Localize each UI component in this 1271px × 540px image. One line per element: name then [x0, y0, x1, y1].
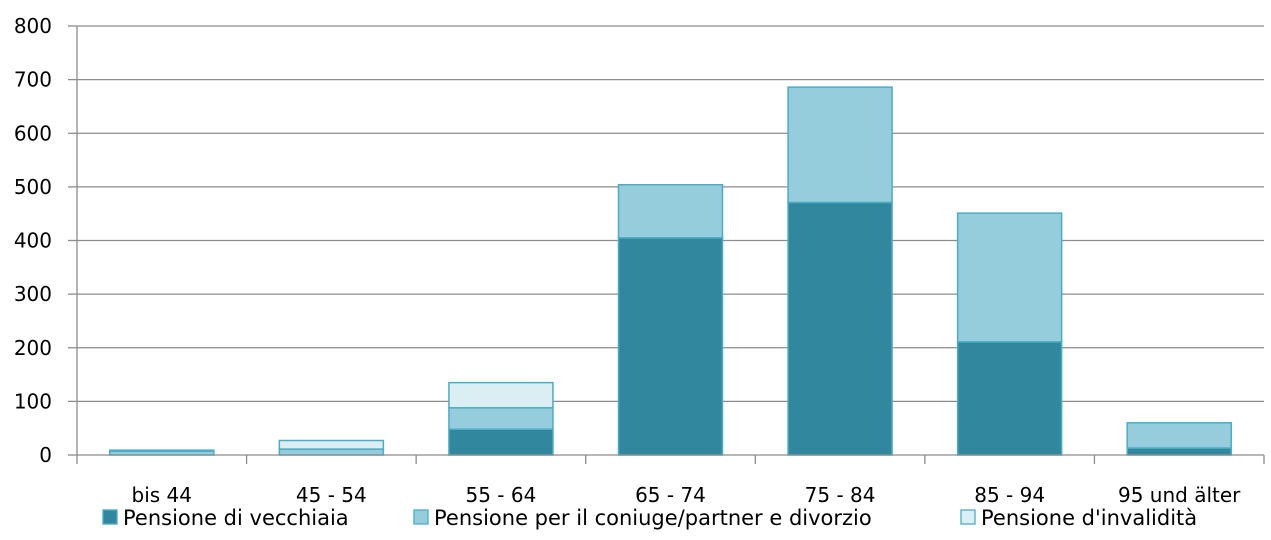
legend-swatch-pensione-per-il-coniuge-partner-e-divorzio — [413, 509, 429, 525]
bar-segment-pensione-per-il-coniuge-partner-e-divorzio-75-84 — [787, 86, 893, 204]
axes — [68, 25, 1265, 464]
bar-segment-pensione-per-il-coniuge-partner-e-divorzio-65-74 — [617, 183, 724, 239]
bar-segment-pensione-di-vecchiaia-75-84 — [787, 201, 893, 456]
bar-segment-pensione-di-vecchiaia-85-94 — [956, 341, 1063, 456]
legend-label-pensione-di-vecchiaia: Pensione di vecchiaia — [123, 506, 349, 530]
x-tick-label: 85 - 94 — [974, 483, 1045, 507]
x-tick-label: 95 und älter — [1118, 483, 1241, 507]
x-tick-label: 55 - 64 — [466, 483, 537, 507]
y-tick-label: 300 — [14, 282, 52, 306]
y-tick-label: 800 — [14, 14, 52, 38]
y-tick-label: 500 — [14, 175, 52, 199]
bars — [109, 86, 1232, 456]
bar-segment-pensione-di-vecchiaia-65-74 — [617, 237, 724, 456]
legend: Pensione di vecchiaia Pensione per il con… — [102, 506, 1197, 530]
x-tick-label: 45 - 54 — [296, 483, 367, 507]
x-tick-label: 75 - 84 — [805, 483, 876, 507]
bar-segment-pensione-d-invalidit-45-54 — [278, 439, 385, 450]
legend-label-pensione-per-il-coniuge-partner-e-divorzio: Pensione per il coniuge/partner e divorz… — [434, 506, 872, 530]
x-axis-ticks: bis 44 45 - 54 55 - 64 65 - 74 75 - 84 85 - 9… — [132, 483, 1242, 507]
bar-segment-pensione-per-il-coniuge-partner-e-divorzio-45-54 — [278, 448, 385, 456]
bar-segment-pensione-per-il-coniuge-partner-e-divorzio-95-und-lter — [1126, 422, 1232, 449]
bar-segment-pensione-per-il-coniuge-partner-e-divorzio-85-94 — [956, 212, 1063, 343]
y-axis-ticks: 0 100 200 300 400 500 600 700 800 — [14, 14, 52, 467]
legend-swatch-pensione-di-vecchiaia — [102, 509, 118, 525]
legend-label-pensione-d-invalidit: Pensione d'invalidità — [981, 506, 1197, 530]
y-tick-label: 200 — [14, 336, 52, 360]
y-tick-label: 0 — [39, 443, 52, 467]
legend-swatch-pensione-d-invalidit — [960, 509, 976, 525]
bar-segment-pensione-di-vecchiaia-95-und-lter — [1126, 447, 1232, 456]
x-tick-label: bis 44 — [132, 483, 192, 507]
bar-segment-pensione-di-vecchiaia-55-64 — [448, 428, 554, 456]
x-tick-label: 65 - 74 — [635, 483, 706, 507]
y-tick-label: 700 — [14, 68, 52, 92]
y-tick-label: 400 — [14, 229, 52, 253]
bar-segment-pensione-d-invalidit-bis-44 — [109, 449, 215, 452]
bar-segment-pensione-per-il-coniuge-partner-e-divorzio-55-64 — [448, 407, 554, 431]
bar-segment-pensione-d-invalidit-55-64 — [448, 381, 554, 409]
y-tick-label: 600 — [14, 121, 52, 145]
y-tick-label: 100 — [14, 389, 52, 413]
